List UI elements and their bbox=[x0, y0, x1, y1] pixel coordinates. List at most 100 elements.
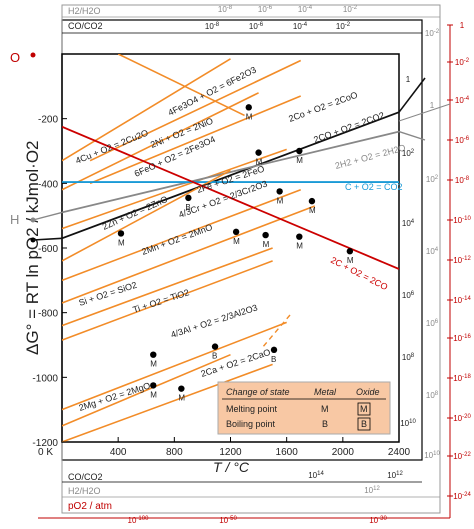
right-scale-ticks: 1 102 104 106 108 1010 10-2 1 102 104 106 108 1010 1 1… bbox=[400, 21, 471, 501]
transition-label-14: M bbox=[150, 390, 157, 399]
right-po2-tick-5: 10-10 bbox=[453, 216, 471, 225]
bottom-h2-tick-0: 1012 bbox=[364, 486, 380, 495]
bottom-co-tick-1: 1012 bbox=[387, 471, 403, 480]
bottom-h2-h2o-label: H2/H2O bbox=[68, 486, 101, 496]
transition-point-5 bbox=[185, 194, 192, 202]
transition-point-1 bbox=[255, 149, 262, 156]
label-tio2: Ti + O2 = TiO2 bbox=[132, 287, 191, 315]
legend-oxide-box-2 bbox=[357, 417, 371, 431]
transition-point-6 bbox=[117, 230, 125, 237]
right-co-tick-2: 104 bbox=[402, 219, 415, 228]
transition-label-5: B bbox=[185, 203, 190, 212]
transition-label-2: M bbox=[296, 156, 303, 165]
legend-header-oxide: Oxide bbox=[356, 387, 380, 397]
top-h2-tick-3: 10-2 bbox=[343, 5, 358, 14]
right-po2-tick-2: 10-4 bbox=[455, 96, 470, 105]
top-co-tick-2: 10-4 bbox=[293, 22, 308, 31]
bottom-po2-tick-2: 10-30 bbox=[369, 516, 387, 525]
bottom-scale-ticks: 1014 1012 1012 10-100 10-50 10-30 bbox=[62, 471, 440, 525]
series-line-7 bbox=[62, 130, 399, 214]
label-mno: 2Mn + O2 = 2MnO bbox=[140, 222, 213, 257]
bottom-po2-tick-1: 10-50 bbox=[219, 516, 237, 525]
transition-point-10 bbox=[346, 248, 354, 255]
transition-label-13: B bbox=[271, 355, 276, 364]
series-line-5 bbox=[62, 92, 259, 191]
bottom-co-tick-0: 1014 bbox=[308, 471, 324, 480]
y-tick-label-1: -400 bbox=[38, 179, 58, 190]
series-line-16 bbox=[62, 363, 273, 442]
x-tick-label-4: 2000 bbox=[332, 447, 355, 458]
co2-line-left bbox=[32, 237, 63, 241]
transition-point-4 bbox=[308, 197, 316, 205]
transition-label-0: M bbox=[246, 112, 253, 121]
y-tick-label-5: -1200 bbox=[32, 438, 58, 449]
top-h2-tick-2: 10-4 bbox=[298, 5, 313, 14]
right-co-tick-4: 108 bbox=[402, 353, 415, 362]
transition-label-15: M bbox=[178, 394, 185, 403]
series-line-13 bbox=[62, 247, 273, 327]
transition-point-13 bbox=[270, 346, 278, 354]
legend-oxide-box-1 bbox=[357, 402, 371, 416]
transition-point-2 bbox=[296, 147, 303, 155]
y-tick-label-0: -200 bbox=[38, 115, 58, 126]
o-point bbox=[30, 52, 36, 58]
y-tick-label-4: -1000 bbox=[32, 373, 58, 384]
label-co2: 2CO + O2 = 2CO2 bbox=[312, 110, 385, 145]
right-po2-tick-1: 10-2 bbox=[455, 58, 470, 67]
transition-point-15 bbox=[178, 385, 185, 392]
top-co-tick-3: 10-2 bbox=[336, 22, 351, 31]
cao-dashed-extension bbox=[261, 314, 291, 349]
transition-point-0 bbox=[245, 104, 252, 111]
legend-boiling-oxide: B bbox=[361, 419, 367, 429]
right-po2-tick-4: 10-8 bbox=[455, 176, 470, 185]
transition-point-11 bbox=[150, 351, 157, 358]
transition-label-9: M bbox=[296, 242, 303, 251]
label-zno: 2Zn + O2 = 2ZnO bbox=[101, 194, 170, 232]
legend-melting-metal: M bbox=[321, 404, 329, 414]
y-tick-label-3: -800 bbox=[38, 309, 58, 320]
transition-label-11: M bbox=[150, 360, 157, 369]
transition-label-8: M bbox=[263, 240, 270, 249]
series-line-15 bbox=[62, 321, 287, 411]
transition-label-7: M bbox=[233, 237, 240, 246]
right-po2-tick-9: 10-18 bbox=[453, 374, 471, 383]
po2-label: pO2 / atm bbox=[68, 501, 112, 512]
zero-k-label: 0 K bbox=[38, 447, 53, 458]
transition-label-3: M bbox=[277, 196, 284, 205]
series-line-9 bbox=[62, 189, 301, 282]
x-tick-label-5: 2400 bbox=[388, 447, 411, 458]
right-po2-tick-0: 1 bbox=[460, 21, 465, 30]
right-h2-tick-5: 108 bbox=[426, 391, 439, 400]
h2o-line-left bbox=[32, 211, 63, 221]
y-axis-title: ΔG° = RT ln pO2 / kJmol·O2 bbox=[23, 140, 42, 355]
transition-point-14 bbox=[150, 382, 157, 389]
y-tick-label-2: -600 bbox=[38, 244, 58, 255]
po2-guide-line bbox=[398, 103, 451, 122]
transition-point-3 bbox=[276, 188, 283, 195]
series-line-14 bbox=[62, 260, 273, 341]
right-co-tick-5: 1010 bbox=[400, 419, 416, 428]
transition-label-6: M bbox=[118, 238, 125, 247]
series-line-2 bbox=[62, 58, 231, 162]
x-tick-label-0: 400 bbox=[110, 447, 127, 458]
right-po2-tick-7: 10-14 bbox=[453, 296, 471, 305]
right-h2-tick-4: 106 bbox=[426, 319, 439, 328]
transition-point-8 bbox=[262, 231, 269, 239]
label-mgo: 2Mg + O2 = 2MgO bbox=[78, 380, 152, 413]
series-line-12 bbox=[62, 125, 399, 270]
legend-box: Change of state Metal Oxide Melting poin… bbox=[217, 381, 391, 435]
series-line-6 bbox=[62, 148, 287, 230]
x-axis-title: T / °C bbox=[213, 459, 250, 475]
extended-lines bbox=[32, 77, 451, 349]
transition-label-10: M bbox=[347, 256, 354, 265]
transition-label-1: M bbox=[256, 158, 263, 167]
series-line-1 bbox=[89, 59, 302, 162]
top-co-tick-1: 10-6 bbox=[249, 22, 264, 31]
transition-point-7 bbox=[232, 228, 240, 236]
h2o-line-right bbox=[398, 130, 426, 141]
label-coo: 2Co + O2 = 2CoO bbox=[287, 90, 359, 124]
label-fe3o4: 4Fe3O4 + O2 = 6Fe2O3 bbox=[166, 65, 257, 118]
h-point-label: H bbox=[10, 212, 19, 227]
series-line-3 bbox=[89, 95, 302, 185]
